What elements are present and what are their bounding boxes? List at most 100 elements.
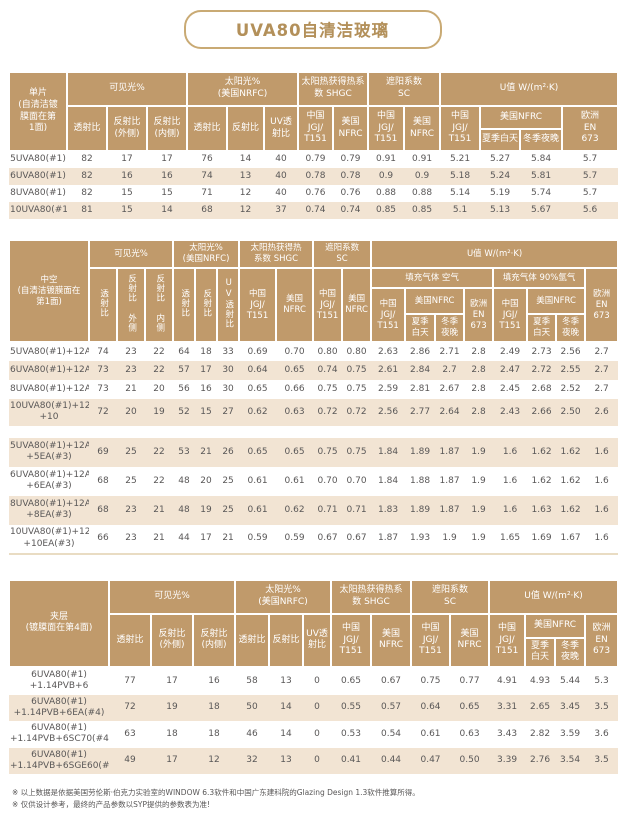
value-cell: 68	[89, 495, 117, 525]
col-header: UV透射比	[216, 267, 241, 344]
row-group-label: 夹层 (镀膜面在第4面)	[8, 578, 110, 669]
value-cell: 0.44	[371, 747, 412, 775]
laminated-body: 6UVA80(#1) +1.14PVB+6 77 17 16 58 13 0 0.65 0.67…	[9, 667, 619, 775]
table-row: 5UVA80(#1)+12A +5EA(#3) 69 25 22 53 21 26 0.65 0…	[9, 437, 619, 467]
value-cell: 0.67	[342, 524, 372, 555]
col-header: 美国 NFRC	[369, 612, 413, 669]
value-cell: 2.61	[371, 361, 406, 381]
col-group-visible-light: 可见光%	[108, 578, 236, 615]
value-cell: 2.56	[371, 399, 406, 426]
col-header: 反射比 外侧	[116, 267, 146, 344]
row-label: 8UVA80(#1)+12A+8	[10, 384, 89, 395]
value-cell: 19	[151, 694, 193, 722]
value-cell: 0.74	[313, 361, 343, 381]
value-cell: 1.6	[493, 437, 528, 467]
value-cell: 17	[195, 361, 218, 381]
value-cell: 2.43	[493, 399, 528, 426]
table-row: 8UVA80(#1)+12A+8 73 21 20 56 16 30 0.65 0.66 0.75…	[9, 380, 618, 399]
value-cell: 2.56	[560, 346, 581, 357]
col-header: 美国 NFRC	[275, 267, 315, 344]
value-cell: 2.72	[527, 361, 557, 381]
value-cell: 0.65	[239, 437, 277, 467]
value-cell: 1.9	[464, 437, 494, 467]
value-cell: 82	[81, 187, 93, 198]
value-cell: 0.53	[340, 728, 362, 739]
value-cell: 0.85	[368, 202, 405, 219]
value-cell: 2.86	[410, 346, 431, 357]
value-cell: 15	[161, 187, 173, 198]
footnote-line: ※ 以上数据是依据美国劳伦斯·伯克力实验室的WINDOW 6.3软件和中国广东建…	[12, 788, 420, 798]
value-cell: 2.47	[493, 361, 528, 381]
vertical-label: 反射比	[201, 288, 212, 318]
value-cell: 2.63	[378, 346, 399, 357]
col-header: 欧洲 EN 673	[584, 612, 620, 669]
single-pane-header: 单片 (自清洁镀 膜面在第 1面) 可见光% 太阳光% (美国NRFC) 太阳热…	[8, 71, 620, 152]
value-cell: 5.24	[480, 168, 521, 185]
col-header: 透射比	[186, 105, 228, 152]
col-header: 反射比 内侧	[143, 267, 175, 344]
value-cell: 16	[147, 168, 187, 185]
value-cell: 76	[201, 154, 213, 165]
value-cell: 2.76	[525, 747, 556, 775]
value-cell: 3.31	[489, 694, 526, 722]
row-label: 10UVA80(#1)	[9, 202, 67, 219]
value-cell: 2.68	[531, 384, 552, 395]
col-header: 反射比 (内侧)	[146, 105, 188, 152]
value-cell: 1.6	[594, 475, 609, 486]
value-cell: 21	[145, 495, 174, 525]
col-header: 透射比	[234, 612, 270, 669]
value-cell: 2.52	[560, 384, 581, 395]
value-cell: 5.81	[520, 168, 563, 185]
row-label: 5UVA80(#1)+12A+5	[10, 346, 89, 357]
table-row: 10UVA80(#1)+12A +10EA(#3) 66 23 21 44 17 21 0.5…	[9, 524, 619, 555]
value-cell: 0.57	[371, 694, 412, 722]
value-cell: 1.87	[435, 495, 465, 525]
value-cell: 18	[200, 346, 212, 357]
value-cell: 82	[67, 168, 107, 185]
value-cell: 68	[187, 202, 227, 219]
value-cell: 72	[89, 399, 117, 426]
value-cell: 0.65	[247, 384, 268, 395]
value-cell: 3.45	[555, 694, 586, 722]
value-cell: 0.65	[276, 437, 314, 467]
value-cell: 2.81	[410, 384, 431, 395]
value-cell: 58	[246, 675, 258, 686]
col-header: 透射比	[88, 267, 118, 344]
value-cell: 3.43	[497, 728, 518, 739]
value-cell: 18	[166, 728, 178, 739]
value-cell: 5.6	[562, 202, 619, 219]
value-cell: 21	[125, 384, 137, 395]
value-cell: 0.75	[342, 361, 372, 381]
value-cell: 5.19	[490, 187, 511, 198]
col-group-usa-nfrc: 美国NFRC	[526, 287, 587, 316]
col-header: 中国 JGJ/ T151	[238, 267, 278, 344]
value-cell: 17	[195, 524, 218, 555]
value-cell: 0.74	[333, 202, 369, 219]
value-cell: 44	[173, 524, 196, 555]
value-cell: 1.6	[493, 495, 528, 525]
value-cell: 22	[153, 475, 165, 486]
value-cell: 2.45	[500, 384, 521, 395]
value-cell: 68	[97, 475, 109, 486]
col-header: 冬季 夜晚	[434, 313, 466, 344]
value-cell: 71	[201, 187, 213, 198]
value-cell: 37	[264, 202, 298, 219]
value-cell: 0.79	[305, 154, 326, 165]
value-cell: 14	[269, 694, 303, 722]
col-group-gas-air: 填充气体 空气	[370, 267, 495, 290]
value-cell: 0.63	[459, 728, 480, 739]
vertical-label: UV透射比	[223, 277, 234, 329]
value-cell: 40	[275, 187, 287, 198]
col-header: 反射比 (外侧)	[150, 612, 194, 669]
col-group-usa-nfrc: 美国NFRC	[479, 105, 564, 130]
value-cell: 21	[145, 524, 174, 555]
value-cell: 2.8	[464, 361, 494, 381]
value-cell: 53	[173, 437, 196, 467]
footnote-line: ※ 仅供设计参考，最终的产品参数以SYP提供的参数表为准!	[12, 800, 211, 810]
value-cell: 0.79	[340, 154, 361, 165]
value-cell: 0.63	[276, 399, 314, 426]
laminated-glass-header: 夹层 (镀膜面在第4面) 可见光% 太阳光% (美国NRFC) 太阳热获得热系 …	[8, 578, 620, 669]
value-cell: 1.62	[556, 495, 586, 525]
value-cell: 13	[227, 168, 264, 185]
